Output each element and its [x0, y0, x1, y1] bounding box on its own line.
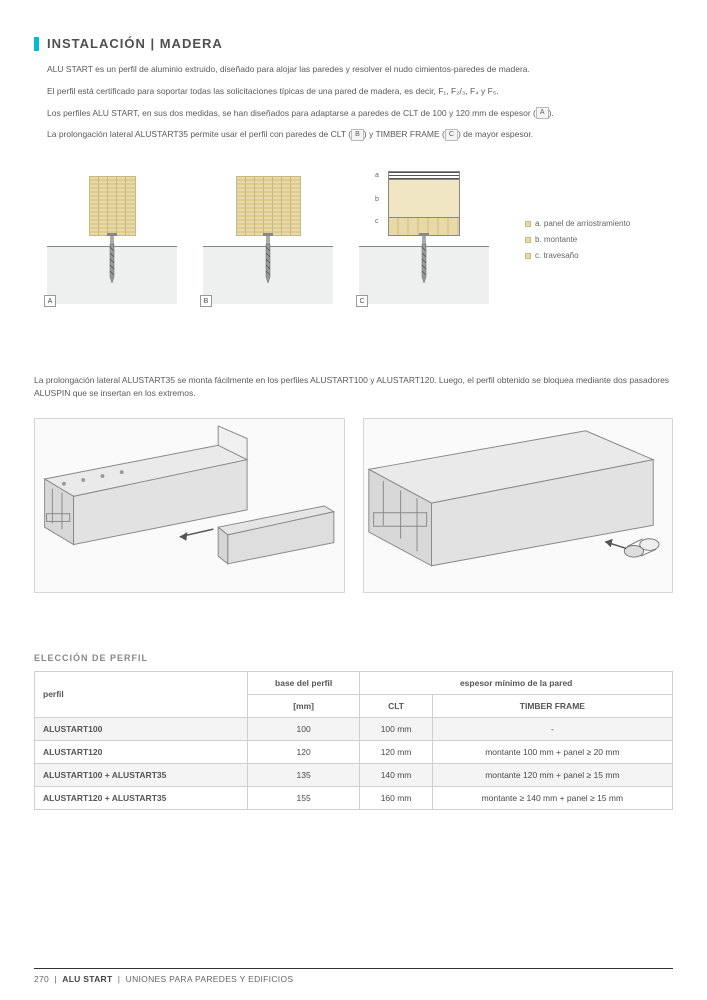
mid-paragraph: La prolongación lateral ALUSTART35 se mo… — [34, 374, 673, 400]
diagram-row: A B — [47, 171, 673, 304]
tag-c: C — [356, 295, 368, 307]
accent-bar — [34, 37, 39, 51]
table-row: ALUSTART120 120 120 mm montante 100 mm +… — [35, 740, 673, 763]
screw-icon — [417, 233, 431, 285]
th-espesor: espesor mínimo de la pared — [360, 671, 673, 694]
tag-a-inline: A — [536, 107, 549, 119]
paragraph-3: Los perfiles ALU START, en sus dos medid… — [47, 107, 673, 120]
tag-b: B — [200, 295, 212, 307]
th-clt: CLT — [360, 694, 432, 717]
screw-icon — [261, 233, 275, 285]
th-base: base del perfil — [247, 671, 359, 694]
diagram-a: A — [47, 176, 177, 304]
th-perfil: perfil — [35, 671, 248, 717]
diagram-c: a b c C — [359, 171, 489, 304]
render-row — [34, 418, 673, 593]
tag-b-inline: B — [351, 129, 364, 141]
render-left — [34, 418, 345, 593]
paragraph-4: La prolongación lateral ALUSTART35 permi… — [47, 128, 673, 141]
section-header: INSTALACIÓN | MADERA — [34, 36, 673, 51]
th-base-unit: [mm] — [247, 694, 359, 717]
paragraph-1: ALU START es un perfil de aluminio extru… — [47, 63, 673, 76]
render-right — [363, 418, 674, 593]
screw-icon — [105, 233, 119, 285]
tag-a: A — [44, 295, 56, 307]
page-footer: 270 | ALU START | UNIONES PARA PAREDES Y… — [34, 968, 673, 984]
table-row: ALUSTART120 + ALUSTART35 155 160 mm mont… — [35, 786, 673, 809]
th-timber: TIMBER FRAME — [432, 694, 672, 717]
table-row: ALUSTART100 + ALUSTART35 135 140 mm mont… — [35, 763, 673, 786]
section-title: INSTALACIÓN | MADERA — [47, 36, 223, 51]
diagram-b: B — [203, 176, 333, 304]
diagram-legend: a. panel de arriostramiento b. montante … — [525, 216, 630, 264]
paragraph-2: El perfil está certificado para soportar… — [47, 85, 673, 98]
profile-table: perfil base del perfil espesor mínimo de… — [34, 671, 673, 810]
table-title: ELECCIÓN DE PERFIL — [34, 653, 673, 663]
table-row: ALUSTART100 100 100 mm - — [35, 717, 673, 740]
tag-c-inline: C — [445, 129, 458, 141]
